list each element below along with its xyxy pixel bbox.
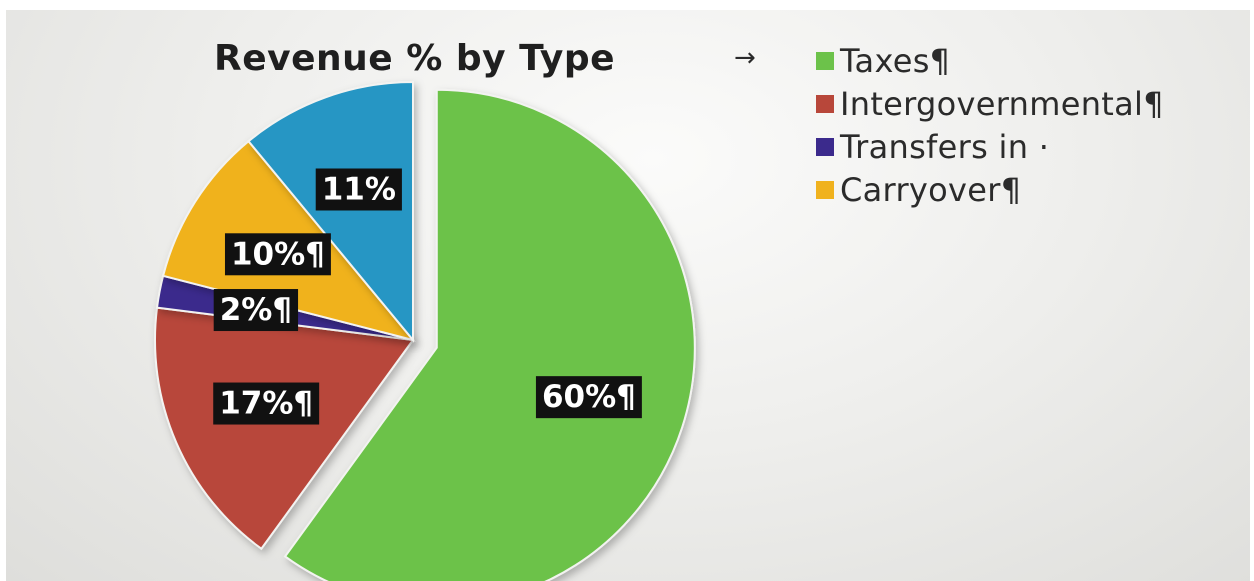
legend-swatch — [816, 94, 834, 113]
data-label: 11% — [315, 168, 402, 211]
arrow-icon: → — [734, 43, 756, 73]
data-label-background — [224, 233, 331, 276]
pie-slice — [283, 88, 696, 581]
data-label-background — [315, 168, 402, 211]
legend-item-intergovernmental: Intergovernmental¶ — [816, 82, 1164, 125]
legend-label: Transfers in · — [840, 127, 1050, 166]
data-label-text: 2%¶ — [220, 292, 292, 328]
data-label-text: 10%¶ — [231, 236, 325, 272]
data-label: 60%¶ — [535, 376, 642, 419]
legend-item-taxes: Taxes¶ — [816, 39, 1164, 82]
legend-swatch — [816, 51, 834, 70]
legend-label: Intergovernmental¶ — [840, 84, 1164, 123]
legend-swatch — [816, 180, 834, 199]
data-label-background — [535, 376, 642, 419]
data-label-text: 60%¶ — [542, 379, 636, 415]
pie-slice — [154, 306, 415, 551]
legend-label: Carryover¶ — [840, 170, 1022, 209]
chart-title: Revenue % by Type — [214, 38, 616, 79]
slide-canvas: Revenue % by Type → Taxes¶ Intergovernme… — [6, 10, 1250, 581]
pie-chart: 60%¶ 17%¶ 2%¶ 10%¶ 11% — [154, 80, 696, 581]
data-label-text: 11% — [322, 171, 396, 207]
data-label-background — [213, 382, 320, 425]
legend-swatch — [816, 137, 834, 156]
legend-item-transfers-in: Transfers in · — [816, 125, 1164, 168]
data-label-background — [213, 289, 299, 332]
data-label: 17%¶ — [213, 382, 320, 425]
data-label: 10%¶ — [224, 233, 331, 276]
chart-legend: Taxes¶ Intergovernmental¶ Transfers in ·… — [816, 39, 1164, 211]
legend-item-carryover: Carryover¶ — [816, 168, 1164, 211]
data-label-text: 17%¶ — [219, 386, 313, 422]
data-label: 2%¶ — [213, 289, 299, 332]
legend-label: Taxes¶ — [840, 41, 951, 80]
pie-slice — [247, 80, 414, 343]
